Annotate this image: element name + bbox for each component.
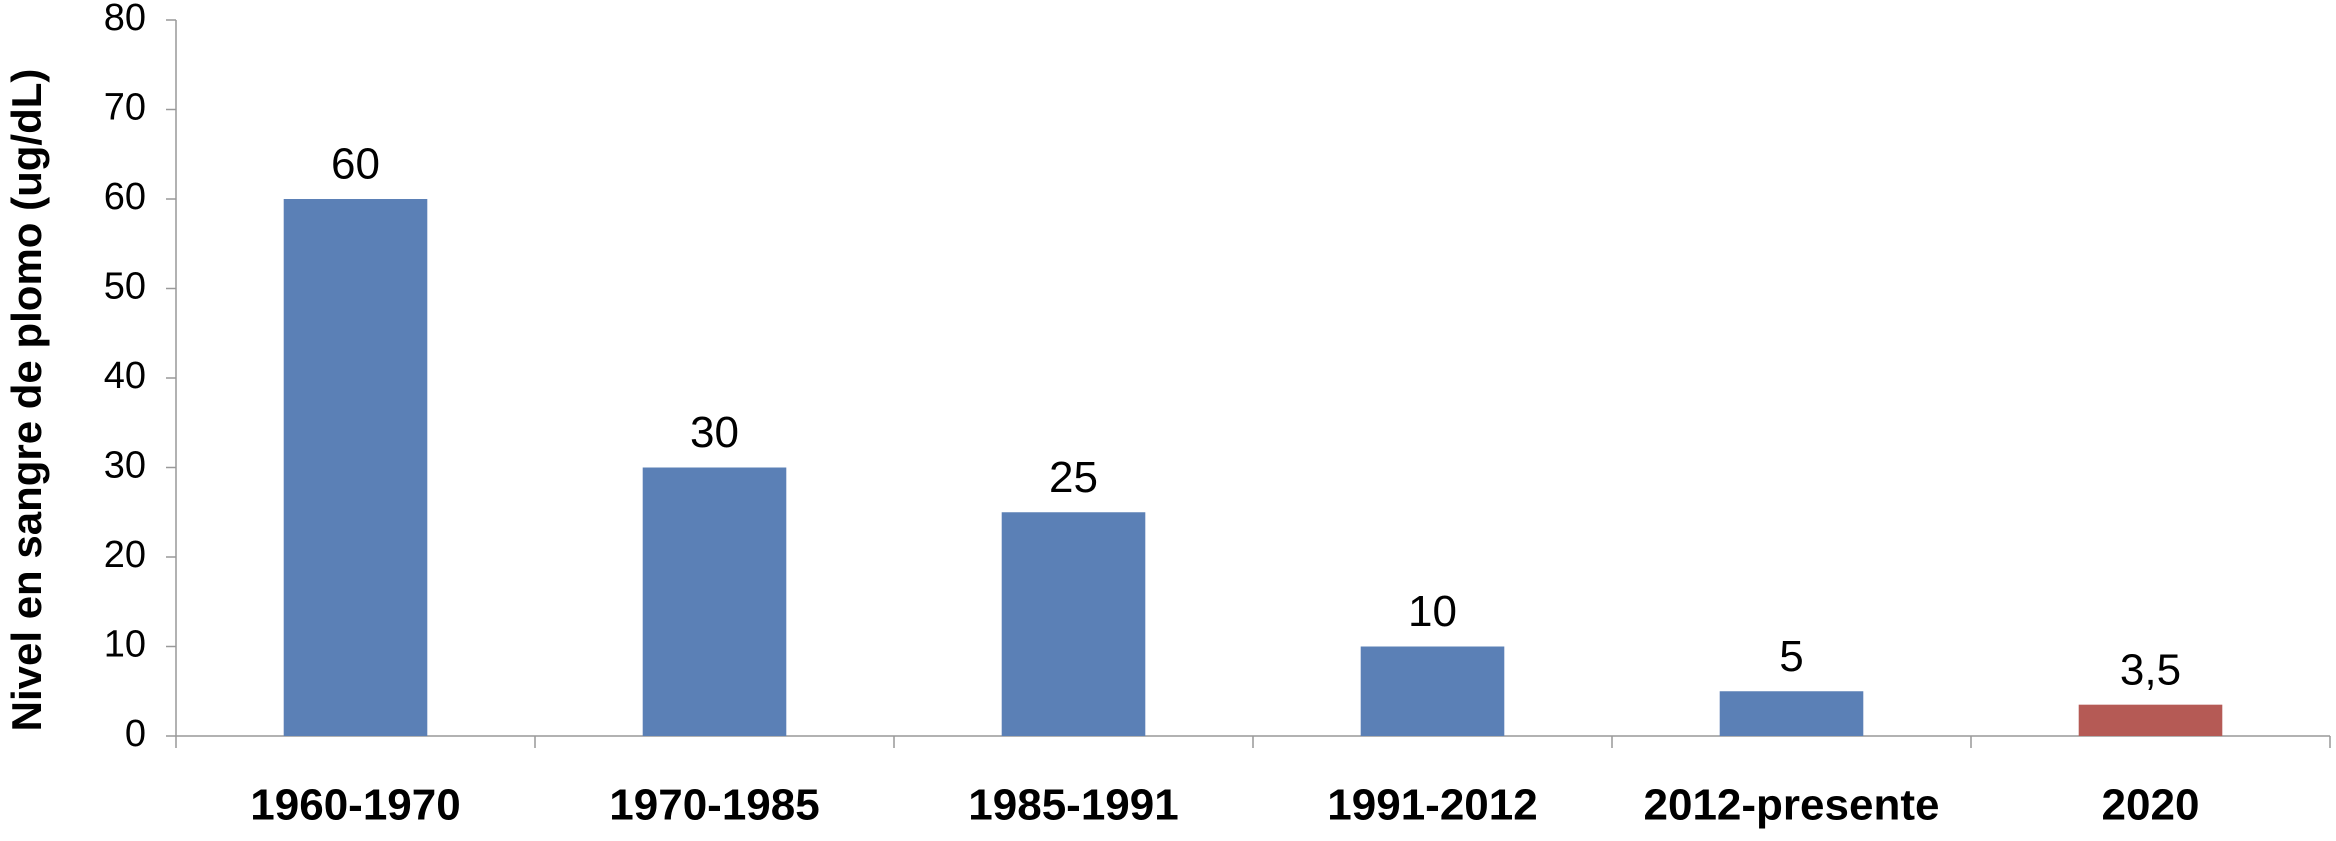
data-label: 25 [1049, 453, 1098, 502]
y-tick-label: 40 [104, 355, 146, 397]
y-tick-label: 50 [104, 266, 146, 308]
y-tick-label: 30 [104, 445, 146, 487]
x-tick-label: 2020 [2102, 781, 2200, 830]
y-tick-label: 20 [104, 534, 146, 576]
bar [1719, 691, 1864, 736]
data-label: 3,5 [2120, 645, 2181, 694]
bar [1001, 512, 1146, 736]
y-tick-label: 70 [104, 87, 146, 129]
bar [283, 199, 428, 736]
bar [1360, 646, 1505, 736]
x-tick-label: 2012-presente [1644, 781, 1940, 830]
x-tick-label: 1960-1970 [250, 781, 460, 830]
y-tick-label: 60 [104, 176, 146, 218]
bar [2078, 704, 2223, 736]
y-tick-label: 10 [104, 624, 146, 666]
x-tick-label: 1970-1985 [609, 781, 819, 830]
data-label: 5 [1779, 632, 1803, 681]
bar [642, 467, 787, 736]
data-label: 30 [690, 408, 739, 457]
y-tick-label: 80 [104, 0, 146, 39]
y-tick-label: 0 [125, 713, 146, 755]
data-label: 60 [331, 140, 380, 189]
y-axis-label: Nivel en sangre de plomo (ug/dL) [3, 69, 50, 732]
x-tick-label: 1991-2012 [1327, 781, 1537, 830]
data-label: 10 [1408, 587, 1457, 636]
x-tick-label: 1985-1991 [968, 781, 1178, 830]
